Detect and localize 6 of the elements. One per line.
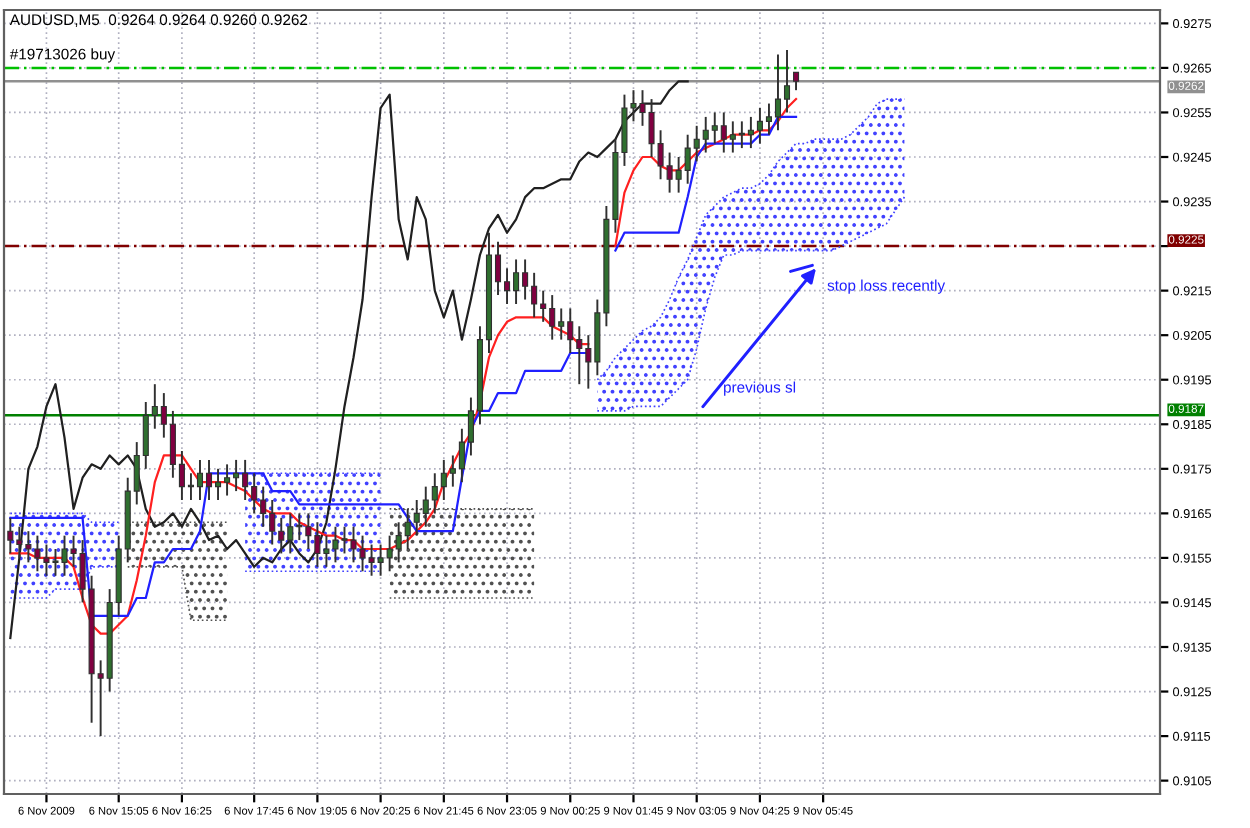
candlestick: [783, 49, 791, 114]
line-series: [9, 80, 689, 640]
candlestick: [196, 458, 204, 501]
candlestick: [7, 516, 14, 555]
candlestick: [774, 53, 782, 132]
candlestick: [205, 458, 213, 501]
